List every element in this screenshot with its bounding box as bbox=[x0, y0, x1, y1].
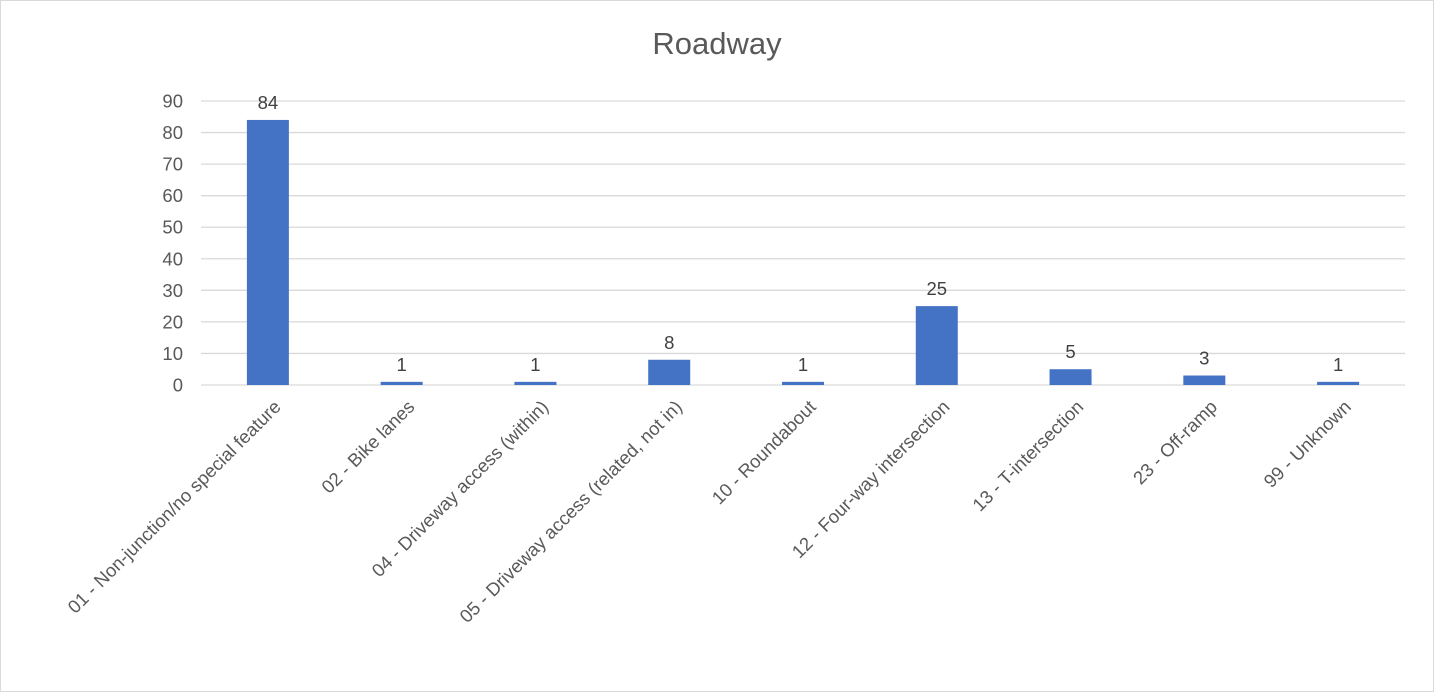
category-label: 12 - Four-way intersection bbox=[788, 396, 954, 562]
bars bbox=[246, 119, 1360, 385]
data-label: 1 bbox=[530, 354, 540, 375]
data-label: 1 bbox=[1333, 354, 1343, 375]
category-label: 10 - Roundabout bbox=[708, 396, 820, 508]
y-tick-label: 70 bbox=[162, 154, 183, 175]
data-labels: 84 1 1 8 1 25 5 3 1 bbox=[258, 92, 1344, 375]
category-label: 13 - T-intersection bbox=[968, 396, 1087, 515]
chart-title: Roadway bbox=[652, 26, 782, 61]
data-label: 3 bbox=[1199, 348, 1209, 369]
y-tick-label: 40 bbox=[162, 248, 183, 269]
y-tick-label: 50 bbox=[162, 217, 183, 238]
y-tick-label: 20 bbox=[162, 311, 183, 332]
category-label: 23 - Off-ramp bbox=[1129, 396, 1221, 488]
data-label: 1 bbox=[397, 354, 407, 375]
bar bbox=[1049, 369, 1092, 385]
bar bbox=[782, 381, 824, 385]
x-axis-category-labels: 01 - Non-junction/no special feature 02 -… bbox=[63, 396, 1355, 627]
data-label: 5 bbox=[1065, 341, 1075, 362]
bar bbox=[1317, 381, 1360, 385]
y-tick-label: 80 bbox=[162, 122, 183, 143]
bar bbox=[380, 381, 423, 385]
data-label: 25 bbox=[926, 278, 947, 299]
data-label: 84 bbox=[258, 92, 279, 113]
category-label: 05 - Driveway access (related, not in) bbox=[455, 396, 686, 627]
bar bbox=[648, 359, 691, 385]
gridlines bbox=[201, 100, 1405, 386]
bar bbox=[246, 119, 289, 385]
y-axis-tick-labels: 0 10 20 30 40 50 60 70 80 90 bbox=[162, 91, 183, 396]
y-tick-label: 60 bbox=[162, 185, 183, 206]
y-tick-label: 30 bbox=[162, 280, 183, 301]
y-tick-label: 0 bbox=[173, 375, 183, 396]
category-label: 99 - Unknown bbox=[1259, 396, 1355, 492]
data-label: 8 bbox=[664, 332, 674, 353]
y-tick-label: 10 bbox=[162, 343, 183, 364]
category-label: 02 - Bike lanes bbox=[317, 396, 418, 497]
bar bbox=[915, 306, 958, 385]
bar bbox=[1183, 375, 1226, 385]
y-tick-label: 90 bbox=[162, 91, 183, 112]
bar bbox=[514, 381, 557, 385]
data-label: 1 bbox=[798, 354, 808, 375]
category-label: 01 - Non-junction/no special feature bbox=[63, 396, 284, 617]
